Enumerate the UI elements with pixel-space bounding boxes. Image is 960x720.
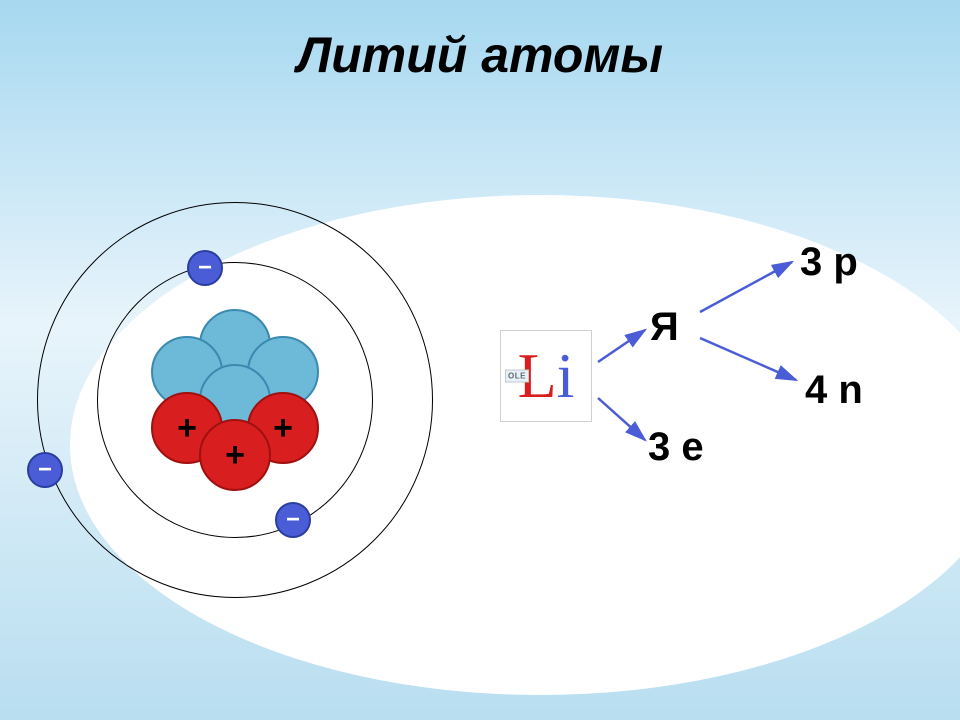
element-symbol-box: OLE Li bbox=[500, 330, 592, 422]
protons-label: 3 p bbox=[800, 240, 858, 285]
electron-1: − bbox=[275, 502, 311, 538]
page-title: Литий атомы bbox=[0, 26, 960, 84]
nucleus-label: Я bbox=[650, 305, 679, 350]
element-symbol-letter-2: i bbox=[557, 339, 575, 413]
proton-2: + bbox=[199, 419, 271, 491]
electron-0: − bbox=[187, 250, 223, 286]
diagram-canvas: Литий атомы +++ −−− OLE Li Я 3 p 4 n 3 е bbox=[0, 0, 960, 720]
electrons-label: 3 е bbox=[648, 425, 704, 470]
electron-2: − bbox=[27, 452, 63, 488]
neutrons-label: 4 n bbox=[805, 368, 863, 413]
ole-badge: OLE bbox=[505, 370, 529, 383]
